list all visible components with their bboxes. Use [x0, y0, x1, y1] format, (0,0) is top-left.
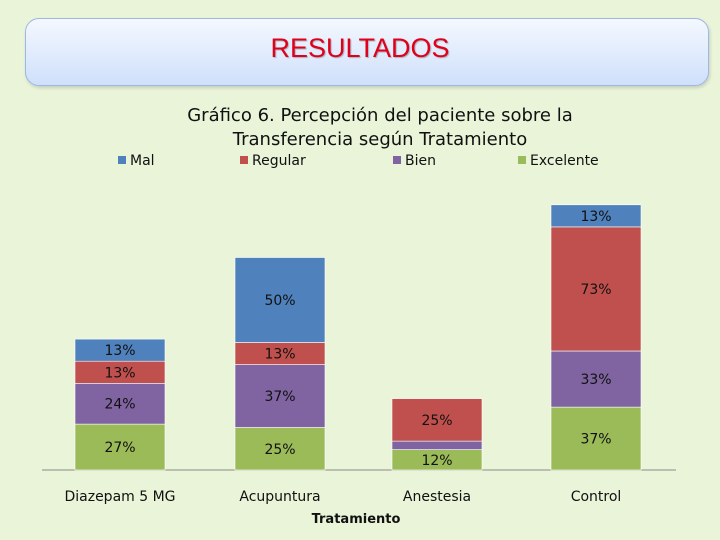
data-label-mal-acupuntura: 50%	[264, 293, 295, 309]
legend-swatch-bien	[393, 156, 401, 164]
data-label-excelente-control: 37%	[580, 432, 611, 448]
bar-excelente-control	[550, 406, 642, 471]
bar-mal-control	[550, 204, 642, 228]
legend-swatch-regular	[240, 156, 248, 164]
legend-label-mal: Mal	[130, 153, 155, 169]
title-banner	[25, 18, 709, 86]
data-label-bien-diazepam-5-mg: 24%	[104, 397, 135, 413]
legend-item-bien: Bien	[393, 152, 436, 170]
data-label-excelente-anestesia: 12%	[421, 453, 452, 469]
data-label-regular-acupuntura: 13%	[264, 347, 295, 363]
bar-mal-acupuntura	[234, 257, 326, 343]
bar-bien-control	[550, 350, 642, 408]
legend-label-bien: Bien	[405, 153, 436, 169]
legend-item-mal: Mal	[118, 152, 155, 170]
x-tick-label-acupuntura: Acupuntura	[239, 489, 320, 505]
bar-bien-anestesia	[391, 440, 483, 450]
legend-item-excelente: Excelente	[518, 152, 599, 170]
legend-swatch-excelente	[518, 156, 526, 164]
legend-item-regular: Regular	[240, 152, 306, 170]
x-axis-title: Tratamiento	[311, 512, 401, 527]
bar-excelente-acupuntura	[234, 427, 326, 471]
data-label-regular-anestesia: 25%	[421, 413, 452, 429]
bar-mal-diazepam-5-mg	[74, 338, 166, 362]
x-tick-label-control: Control	[571, 489, 622, 505]
page-title: RESULTADOS	[270, 33, 450, 63]
bar-regular-control	[550, 226, 642, 352]
data-label-bien-control: 33%	[580, 372, 611, 388]
chart-title: Gráfico 6. Percepción del paciente sobre…	[187, 105, 573, 150]
data-label-regular-control: 73%	[580, 282, 611, 298]
bar-regular-anestesia	[391, 398, 483, 442]
data-label-mal-control: 13%	[580, 209, 611, 225]
bar-excelente-diazepam-5-mg	[74, 423, 166, 471]
legend-label-excelente: Excelente	[530, 153, 599, 169]
data-label-excelente-acupuntura: 25%	[264, 442, 295, 458]
x-tick-label-anestesia: Anestesia	[403, 489, 471, 505]
legend-swatch-mal	[118, 156, 126, 164]
bar-bien-acupuntura	[234, 364, 326, 428]
data-label-bien-acupuntura: 37%	[264, 389, 295, 405]
bar-bien-diazepam-5-mg	[74, 382, 166, 425]
x-tick-label-diazepam-5-mg: Diazepam 5 MG	[64, 489, 175, 505]
data-label-mal-diazepam-5-mg: 13%	[104, 343, 135, 359]
legend-label-regular: Regular	[252, 153, 306, 169]
data-label-regular-diazepam-5-mg: 13%	[104, 365, 135, 381]
data-label-excelente-diazepam-5-mg: 27%	[104, 440, 135, 456]
